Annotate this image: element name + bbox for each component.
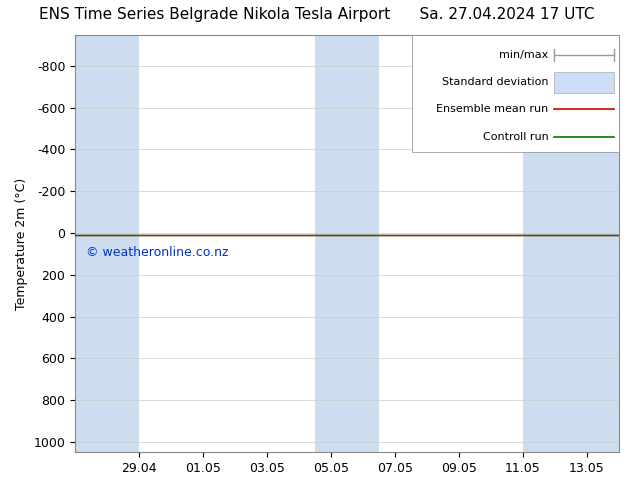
Y-axis label: Temperature 2m (°C): Temperature 2m (°C) — [15, 177, 28, 310]
Text: Ensemble mean run: Ensemble mean run — [436, 104, 548, 114]
Bar — [315, 35, 379, 452]
Text: Standard deviation: Standard deviation — [442, 77, 548, 87]
FancyBboxPatch shape — [412, 35, 619, 151]
Text: © weatheronline.co.nz: © weatheronline.co.nz — [86, 245, 228, 259]
Bar — [523, 35, 619, 452]
Text: min/max: min/max — [499, 50, 548, 60]
Text: Controll run: Controll run — [482, 131, 548, 142]
Text: ENS Time Series Belgrade Nikola Tesla Airport      Sa. 27.04.2024 17 UTC: ENS Time Series Belgrade Nikola Tesla Ai… — [39, 7, 595, 23]
FancyBboxPatch shape — [553, 72, 614, 93]
Bar — [75, 35, 139, 452]
